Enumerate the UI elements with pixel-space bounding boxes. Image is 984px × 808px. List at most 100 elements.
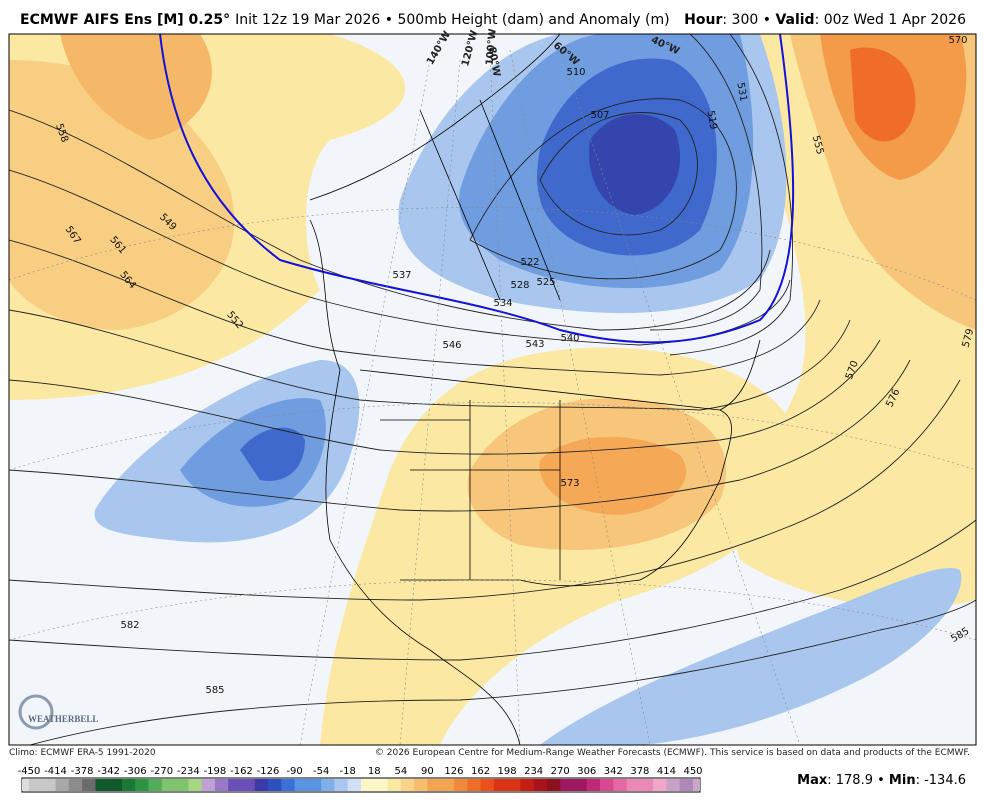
colorbar-label: -198 [204, 766, 227, 777]
colorbar-label: 18 [368, 766, 381, 777]
colorbar-label: 306 [577, 766, 596, 777]
colorbar-label: -162 [230, 766, 253, 777]
colorbar-label: 414 [657, 766, 676, 777]
colorbar-swatch [214, 779, 229, 791]
colorbar-cap [693, 779, 700, 791]
colorbar-label: 162 [471, 766, 490, 777]
colorbar-swatch [679, 779, 694, 791]
contour-label: 525 [536, 277, 555, 288]
colorbar-swatch [347, 779, 362, 791]
colorbar-swatch [387, 779, 402, 791]
contour-label: 510 [566, 67, 585, 78]
colorbar-swatch [586, 779, 601, 791]
contour-label: 546 [442, 340, 461, 351]
contour-label: 573 [560, 478, 579, 489]
contour-label: 528 [510, 280, 529, 291]
logo: WEATHERBELL [18, 694, 98, 730]
colorbar: -450 -414 -378 -342 -306 -270 -234 -198 -162 -126… [18, 766, 703, 793]
colorbar-label: -54 [313, 766, 329, 777]
colorbar-label: 234 [524, 766, 543, 777]
colorbar-label: 450 [683, 766, 702, 777]
valid-bar: Hour: 300 • Valid: 00z Wed 1 Apr 2026 [684, 12, 966, 28]
colorbar-label: -450 [18, 766, 41, 777]
contour-label: 519 [704, 110, 718, 131]
colorbar-swatch [533, 779, 548, 791]
borders [309, 34, 761, 745]
colorbar-label: -414 [44, 766, 67, 777]
reference-contour [159, 34, 795, 344]
colorbar-swatch [241, 779, 256, 791]
valid-label: Valid [775, 12, 814, 28]
colorbar-swatch [321, 779, 335, 791]
colorbar-swatch [613, 779, 628, 791]
colorbar-label: -270 [150, 766, 173, 777]
colorbar-swatch [188, 779, 203, 791]
contour-label: 522 [520, 257, 539, 268]
colorbar-swatch [108, 779, 123, 791]
colorbar-swatch [68, 779, 83, 791]
graticule [9, 49, 976, 745]
contour-label: 537 [392, 270, 411, 281]
colorbar-swatch [95, 779, 110, 791]
colorbar-label: 126 [444, 766, 463, 777]
colorbar-swatch [507, 779, 521, 791]
colorbar-label: -90 [286, 766, 302, 777]
colorbar-label: -126 [257, 766, 280, 777]
colorbar-swatch [453, 779, 468, 791]
contour-label: 579 [961, 327, 977, 348]
colorbar-swatch [374, 779, 389, 791]
min-label: Min [889, 773, 916, 788]
contour-label: 531 [734, 82, 748, 103]
model-name: ECMWF AIFS Ens [M] 0.25° [20, 12, 230, 28]
title-bar: ECMWF AIFS Ens [M] 0.25° Init 12z 19 Mar … [20, 12, 670, 28]
climo-note: Climo: ECMWF ERA-5 1991-2020 [9, 748, 156, 758]
colorbar-label: 90 [421, 766, 434, 777]
colorbar-swatch [414, 779, 428, 791]
colorbar-swatch [573, 779, 588, 791]
colorbar-swatch [480, 779, 495, 791]
contour-label: 507 [590, 110, 609, 121]
colorbar-swatch [281, 779, 296, 791]
colorbar-swatch [135, 779, 150, 791]
colorbar-label: -378 [71, 766, 94, 777]
colorbar-swatch [440, 779, 455, 791]
colorbar-label: 54 [394, 766, 407, 777]
hour-label: Hour [684, 12, 722, 28]
colorbar-swatch [560, 779, 574, 791]
stats: Max: 178.9 • Min: -134.6 [797, 773, 966, 788]
longitude-label: 80°W [486, 46, 502, 77]
colorbar-swatch [82, 779, 96, 791]
colorbar-swatch [307, 779, 322, 791]
contour-label: 555 [810, 134, 826, 155]
colorbar-swatch [639, 779, 654, 791]
contour-label: 540 [560, 333, 579, 344]
colorbar-swatch [294, 779, 309, 791]
colorbar-swatch [201, 779, 216, 791]
colorbar-swatch [175, 779, 189, 791]
valid-value: : 00z Wed 1 Apr 2026 [815, 12, 967, 28]
colorbar-swatch [427, 779, 442, 791]
colorbar-swatch [161, 779, 176, 791]
colorbar-swatch [268, 779, 282, 791]
contour-label: 543 [525, 339, 544, 350]
colorbar-label: 198 [498, 766, 517, 777]
colorbar-swatch [228, 779, 242, 791]
colorbar-label: -234 [177, 766, 200, 777]
colorbar-label: -18 [340, 766, 356, 777]
copyright: © 2026 European Centre for Medium-Range … [375, 748, 970, 758]
description: Init 12z 19 Mar 2026 • 500mb Height (dam… [235, 12, 669, 28]
colorbar-label: 270 [551, 766, 570, 777]
colorbar-swatch [653, 779, 667, 791]
colorbar-swatch [148, 779, 163, 791]
colorbar-swatch [121, 779, 136, 791]
contour-label: 585 [205, 685, 224, 696]
min-value: : -134.6 [916, 773, 966, 788]
colorbar-swatch [600, 779, 614, 791]
colorbar-swatch [546, 779, 561, 791]
colorbar-swatch [361, 779, 375, 791]
colorbar-swatch [520, 779, 535, 791]
colorbar-label: 378 [630, 766, 649, 777]
max-label: Max [797, 773, 828, 788]
contours [9, 34, 976, 745]
